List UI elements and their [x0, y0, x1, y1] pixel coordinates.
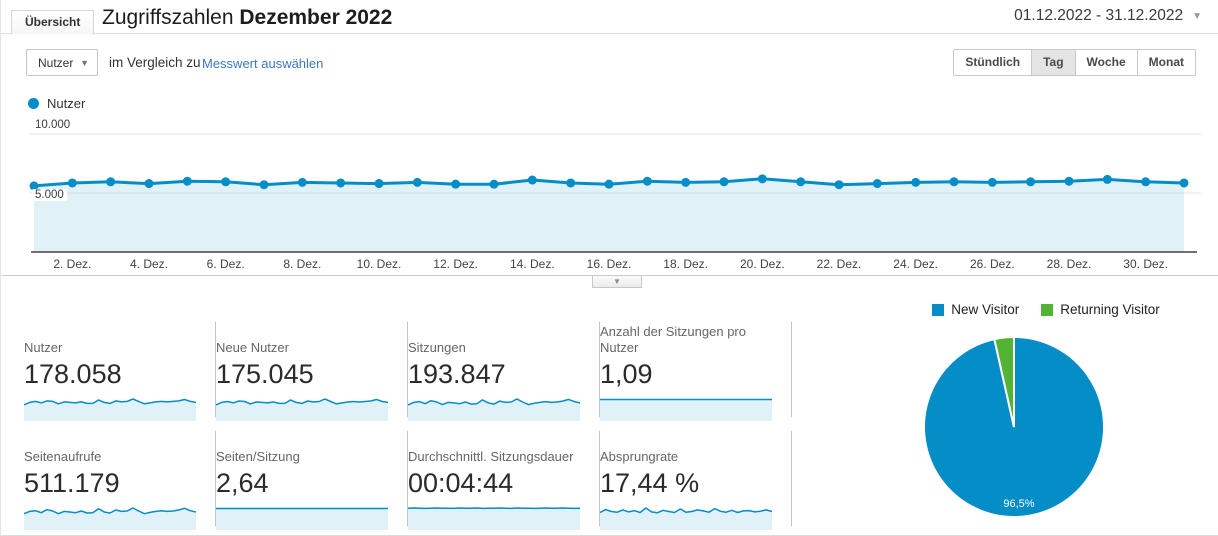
- chevron-down-icon: ▼: [80, 57, 89, 68]
- card-value: 511.179: [24, 468, 120, 498]
- pie-slice-label: 96,5%: [1003, 498, 1034, 510]
- x-tick-label: 28. Dez.: [1046, 257, 1092, 271]
- pie-legend-returning-visitor: Returning Visitor: [1041, 302, 1160, 317]
- card-value: 175.045: [216, 359, 314, 389]
- granularity-month-button[interactable]: Monat: [1136, 49, 1196, 76]
- card-value: 193.847: [408, 359, 506, 389]
- sparkline-svg: [23, 507, 197, 530]
- card-neue-nutzer: Neue Nutzer 175.045: [215, 322, 408, 421]
- card-value: 00:04:44: [408, 468, 514, 498]
- granularity-button-group: Stündlich Tag Woche Monat: [953, 49, 1196, 76]
- series-legend-label: Nutzer: [47, 96, 86, 111]
- x-tick-label: 12. Dez.: [433, 257, 479, 271]
- chevron-down-icon: ▼: [1192, 10, 1202, 22]
- sparkline-svg: [407, 507, 581, 530]
- select-metric-link[interactable]: Messwert auswählen: [202, 56, 324, 71]
- sparkline-svg: [600, 398, 772, 421]
- granularity-week-button[interactable]: Woche: [1074, 49, 1138, 76]
- x-tick-label: 20. Dez.: [739, 257, 785, 271]
- card-sparkline: [216, 504, 393, 535]
- chart-expand-handle[interactable]: ▼: [592, 276, 642, 288]
- header-divider: [1, 33, 1218, 34]
- card-sparkline: [600, 395, 777, 426]
- card-label: Sitzungen: [408, 340, 466, 355]
- x-tick-label: 2. Dez.: [53, 257, 92, 271]
- sparkline-svg: [215, 398, 389, 421]
- metric-select[interactable]: Nutzer ▼: [26, 49, 98, 76]
- card-sparkline: [23, 395, 201, 426]
- date-range-label: 01.12.2022 - 31.12.2022: [1014, 7, 1184, 24]
- pie-chart-svg: 96,5%: [923, 335, 1106, 518]
- metric-select-value: Nutzer: [38, 55, 74, 70]
- card-value: 1,09: [600, 359, 653, 389]
- card-sitzungen-pro-nutzer: Anzahl der Sitzungen pro Nutzer 1,09: [600, 322, 792, 421]
- card-value: 2,64: [216, 468, 269, 498]
- card-label: Durchschnittl. Sitzungsdauer: [408, 449, 574, 464]
- card-label: Absprungrate: [600, 449, 679, 464]
- page-title-regular: Zugriffszahlen: [102, 6, 240, 29]
- card-seitenaufrufe: Seitenaufrufe 511.179: [23, 431, 216, 530]
- card-sparkline: [23, 504, 201, 535]
- compare-label: im Vergleich zu: [109, 55, 201, 70]
- sparkline-svg: [23, 398, 197, 421]
- visitor-pie-chart: 96,5%: [922, 335, 1106, 524]
- x-tick-label: 4. Dez.: [129, 257, 169, 271]
- tab-uebersicht[interactable]: Übersicht: [11, 10, 95, 35]
- card-sitzungen: Sitzungen 193.847: [407, 322, 600, 421]
- granularity-day-button[interactable]: Tag: [1031, 49, 1076, 76]
- sparkline-svg: [407, 398, 581, 421]
- card-sparkline: [407, 395, 585, 426]
- sparkline-svg: [599, 507, 773, 530]
- scorecards-row-1: Nutzer 178.058 Neue Nutzer 175.045 Sitzu…: [23, 322, 794, 421]
- x-tick-label: 16. Dez.: [586, 257, 632, 271]
- sparkline-svg: [216, 507, 388, 530]
- card-absprungrate: Absprungrate 17,44 %: [599, 431, 792, 530]
- card-seiten-sitzung: Seiten/Sitzung 2,64: [216, 431, 408, 530]
- card-label: Nutzer: [24, 340, 63, 355]
- legend-square-icon: [1041, 303, 1054, 316]
- card-label: Seitenaufrufe: [24, 449, 102, 464]
- card-nutzer: Nutzer 178.058: [23, 322, 216, 421]
- page-title: Zugriffszahlen Dezember 2022: [102, 6, 392, 30]
- x-tick-label: 10. Dez.: [356, 257, 402, 271]
- y-axis-label-5000: 5.000: [32, 189, 67, 201]
- card-value: 17,44 %: [600, 468, 700, 498]
- card-label: Seiten/Sitzung: [216, 449, 300, 464]
- card-sitzungsdauer: Durchschnittl. Sitzungsdauer 00:04:44: [407, 431, 600, 530]
- card-sparkline: [599, 504, 777, 535]
- series-dot-icon: [28, 98, 39, 109]
- x-tick-label: 14. Dez.: [509, 257, 555, 271]
- scorecards: Nutzer 178.058 Neue Nutzer 175.045 Sitzu…: [23, 322, 794, 535]
- series-legend: Nutzer: [28, 96, 85, 111]
- pie-legend-new-visitor: New Visitor: [932, 302, 1019, 317]
- chevron-down-icon: ▼: [613, 276, 621, 286]
- pie-legend-label: New Visitor: [951, 302, 1020, 317]
- x-tick-label: 26. Dez.: [969, 257, 1015, 271]
- x-tick-label: 18. Dez.: [663, 257, 709, 271]
- pie-legend: New Visitor Returning Visitor: [886, 302, 1206, 317]
- pie-legend-label: Returning Visitor: [1060, 302, 1160, 317]
- card-label: Neue Nutzer: [216, 340, 289, 355]
- x-tick-label: 30. Dez.: [1123, 257, 1169, 271]
- card-label: Anzahl der Sitzungen pro Nutzer: [600, 324, 746, 355]
- x-tick-label: 6. Dez.: [206, 257, 245, 271]
- x-axis: 2. Dez. 4. Dez. 6. Dez. 8. Dez. 10. Dez. 12. …: [1, 257, 1218, 273]
- scorecards-row-2: Seitenaufrufe 511.179 Seiten/Sitzung 2,6…: [23, 431, 794, 530]
- y-axis-label-10000: 10.000: [32, 119, 74, 131]
- traffic-line-chart: [1, 114, 1218, 254]
- card-sparkline: [215, 395, 393, 426]
- chart-footer-divider: [1, 275, 1218, 276]
- legend-square-icon: [932, 303, 945, 316]
- page-title-period: Dezember 2022: [239, 6, 393, 29]
- line-chart-svg: [29, 133, 1201, 253]
- date-range-picker[interactable]: 01.12.2022 - 31.12.2022 ▼: [1014, 7, 1202, 25]
- granularity-hourly-button[interactable]: Stündlich: [953, 49, 1033, 76]
- card-value: 178.058: [24, 359, 122, 389]
- x-tick-label: 22. Dez.: [816, 257, 862, 271]
- card-sparkline: [407, 504, 585, 535]
- x-tick-label: 8. Dez.: [283, 257, 322, 271]
- x-tick-label: 24. Dez.: [893, 257, 939, 271]
